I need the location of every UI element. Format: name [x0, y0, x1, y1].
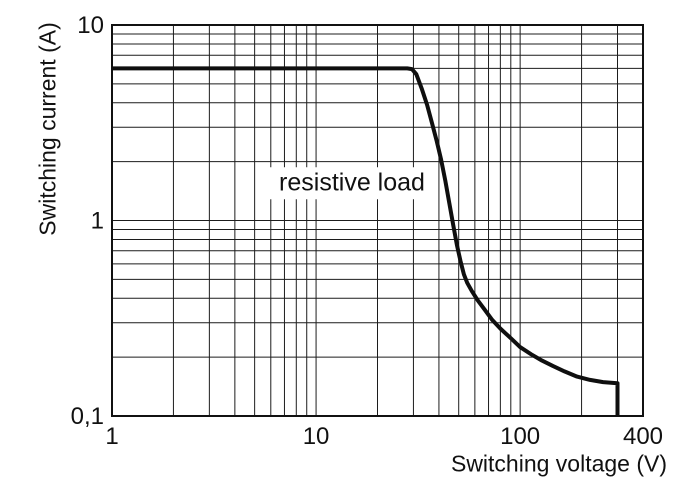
x-tick-label: 100 [500, 423, 540, 450]
x-axis-title: Switching voltage (V) [450, 450, 668, 477]
y-tick-label: 1 [91, 208, 104, 235]
plot-frame [111, 24, 644, 417]
x-tick-label: 1 [105, 423, 118, 450]
y-axis-title: Switching current (A) [34, 22, 61, 236]
x-tick-label: 10 [303, 423, 330, 450]
annotation-resistive-load: resistive load [269, 167, 435, 200]
y-tick-label: 10 [77, 12, 104, 39]
load-limit-curve [112, 66, 620, 416]
y-tick-label: 0,1 [71, 403, 104, 430]
x-tick-label: 400 [623, 423, 663, 450]
